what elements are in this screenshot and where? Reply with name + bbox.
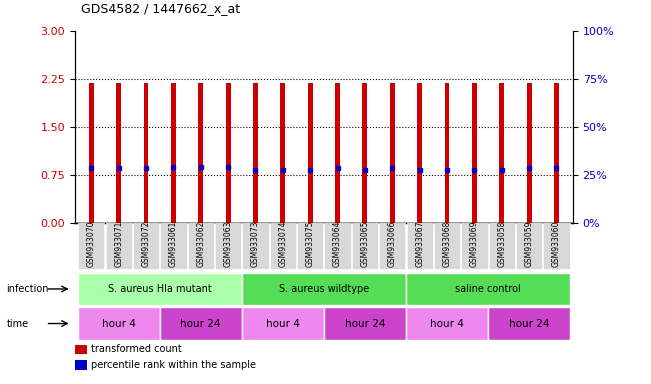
Text: hour 4: hour 4 xyxy=(430,318,464,329)
Text: hour 24: hour 24 xyxy=(344,318,385,329)
Bar xyxy=(335,83,340,223)
Text: GSM933074: GSM933074 xyxy=(279,220,287,267)
Text: GDS4582 / 1447662_x_at: GDS4582 / 1447662_x_at xyxy=(81,2,240,15)
Text: GSM933073: GSM933073 xyxy=(251,220,260,267)
Bar xyxy=(445,83,449,223)
Text: hour 24: hour 24 xyxy=(509,318,549,329)
Bar xyxy=(472,83,477,223)
Bar xyxy=(363,83,367,223)
Bar xyxy=(554,83,559,223)
Bar xyxy=(390,83,395,223)
Bar xyxy=(499,83,504,223)
Text: GSM933060: GSM933060 xyxy=(552,220,561,267)
Bar xyxy=(89,83,94,223)
Text: GSM933058: GSM933058 xyxy=(497,220,506,267)
Text: GSM933061: GSM933061 xyxy=(169,220,178,267)
Text: GSM933064: GSM933064 xyxy=(333,220,342,267)
Text: GSM933062: GSM933062 xyxy=(196,220,205,267)
Bar xyxy=(417,83,422,223)
Text: hour 4: hour 4 xyxy=(102,318,135,329)
Bar xyxy=(116,83,121,223)
Bar xyxy=(144,83,148,223)
Text: GSM933066: GSM933066 xyxy=(388,220,396,267)
Text: hour 4: hour 4 xyxy=(266,318,299,329)
Text: saline control: saline control xyxy=(455,284,521,294)
Bar xyxy=(281,83,285,223)
Text: S. aureus Hla mutant: S. aureus Hla mutant xyxy=(108,284,212,294)
Bar xyxy=(527,83,532,223)
Bar xyxy=(226,83,230,223)
Text: GSM933059: GSM933059 xyxy=(525,220,534,267)
Text: GSM933072: GSM933072 xyxy=(141,220,150,267)
Text: transformed count: transformed count xyxy=(91,344,182,354)
Text: GSM933065: GSM933065 xyxy=(361,220,369,267)
Text: GSM933069: GSM933069 xyxy=(470,220,479,267)
Text: GSM933068: GSM933068 xyxy=(443,220,452,267)
Text: GSM933063: GSM933063 xyxy=(223,220,232,267)
Text: GSM933075: GSM933075 xyxy=(306,220,314,267)
Bar xyxy=(199,83,203,223)
Bar xyxy=(171,83,176,223)
Text: percentile rank within the sample: percentile rank within the sample xyxy=(91,360,256,370)
Text: GSM933067: GSM933067 xyxy=(415,220,424,267)
Text: GSM933070: GSM933070 xyxy=(87,220,96,267)
Text: infection: infection xyxy=(7,284,49,294)
Text: hour 24: hour 24 xyxy=(180,318,221,329)
Bar xyxy=(308,83,312,223)
Text: S. aureus wildtype: S. aureus wildtype xyxy=(279,284,369,294)
Text: time: time xyxy=(7,318,29,329)
Text: GSM933071: GSM933071 xyxy=(114,220,123,267)
Bar xyxy=(253,83,258,223)
